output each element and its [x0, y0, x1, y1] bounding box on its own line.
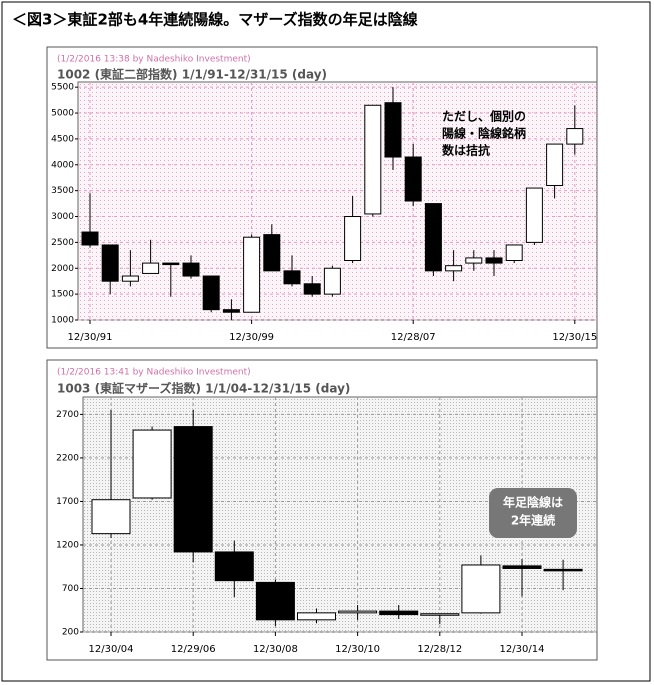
x-tick-label: 12/30/08: [253, 644, 298, 655]
y-tick-label: 200: [62, 628, 79, 638]
candle-body: [344, 216, 362, 262]
candle-body: [364, 104, 382, 215]
candle-body: [121, 275, 139, 282]
candle-body: [303, 283, 321, 295]
candle-body: [283, 270, 301, 285]
annotation: 2年連続: [511, 513, 555, 528]
candle-body: [243, 236, 261, 313]
candle-body: [297, 612, 336, 621]
candle-body: [81, 231, 99, 246]
x-tick-label: 12/30/15: [552, 332, 597, 343]
candle-body: [263, 234, 281, 272]
x-tick-label: 12/30/10: [335, 644, 380, 655]
candle-body: [546, 143, 564, 186]
candle-body: [566, 128, 584, 145]
y-tick-label: 1200: [56, 540, 79, 550]
candle-body: [222, 309, 240, 313]
candle-body: [543, 568, 583, 572]
candle-body: [182, 262, 200, 277]
candle-body: [420, 613, 460, 616]
x-tick-label: 12/30/91: [68, 332, 113, 343]
page-title: ＜図3＞東証2部も4年連続陽線。マザーズ指数の年足は陰線: [12, 11, 418, 29]
candle-body: [91, 499, 131, 535]
candle-body: [323, 267, 341, 295]
y-tick-label: 1700: [56, 497, 79, 507]
candle-body: [162, 262, 180, 266]
candle-body: [445, 265, 463, 272]
y-tick-label: 700: [62, 584, 79, 594]
annotation-box: [489, 488, 577, 538]
y-tick-label: 3500: [51, 186, 74, 196]
x-tick-label: 12/30/14: [500, 644, 545, 655]
candle-body: [505, 244, 523, 261]
candle-body: [255, 581, 295, 621]
candle-body: [485, 257, 503, 264]
candle-body: [338, 610, 378, 614]
annotation: 年足陰線は: [503, 495, 563, 510]
candle-body: [173, 426, 213, 553]
candle-body: [461, 564, 501, 614]
candle-body: [214, 551, 254, 582]
candle-body: [384, 102, 402, 158]
y-tick-label: 5000: [51, 109, 74, 119]
candle-body: [142, 262, 160, 274]
x-tick-label: 12/30/04: [89, 644, 134, 655]
watermark: (1/2/2016 13:38 by Nadeshiko Investment): [57, 55, 251, 65]
y-tick-label: 1000: [51, 316, 74, 326]
y-tick-label: 4000: [51, 160, 74, 170]
y-tick-label: 2000: [51, 264, 74, 274]
candle-body: [202, 275, 220, 311]
y-tick-label: 2700: [56, 410, 79, 420]
y-tick-label: 5500: [51, 83, 74, 93]
candle-body: [379, 610, 419, 616]
chart-title: 1002 (東証二部指数) 1/1/91-12/31/15 (day): [57, 67, 327, 82]
candle-body: [502, 565, 542, 569]
candle-body: [101, 244, 119, 282]
candle-body: [424, 203, 442, 272]
annotation: ただし、個別の: [442, 109, 526, 124]
candle-body: [465, 257, 483, 264]
watermark: (1/2/2016 13:41 by Nadeshiko Investment): [57, 368, 251, 378]
annotation: 陽線・陰線銘柄: [442, 126, 526, 141]
y-tick-label: 2200: [56, 453, 79, 463]
x-tick-label: 12/30/99: [229, 332, 274, 343]
candle-body: [132, 429, 172, 499]
y-tick-label: 3000: [51, 212, 74, 222]
y-tick-label: 1500: [51, 290, 74, 300]
x-tick-label: 12/28/07: [391, 332, 436, 343]
chart-title: 1003 (東証マザーズ指数) 1/1/04-12/31/15 (day): [57, 381, 350, 396]
x-tick-label: 12/28/12: [417, 644, 462, 655]
annotation: 数は拮抗: [442, 143, 490, 158]
y-tick-label: 2500: [51, 238, 74, 248]
candle-body: [525, 187, 543, 243]
x-tick-label: 12/29/06: [171, 644, 216, 655]
candle-body: [404, 156, 422, 202]
y-tick-label: 4500: [51, 134, 74, 144]
